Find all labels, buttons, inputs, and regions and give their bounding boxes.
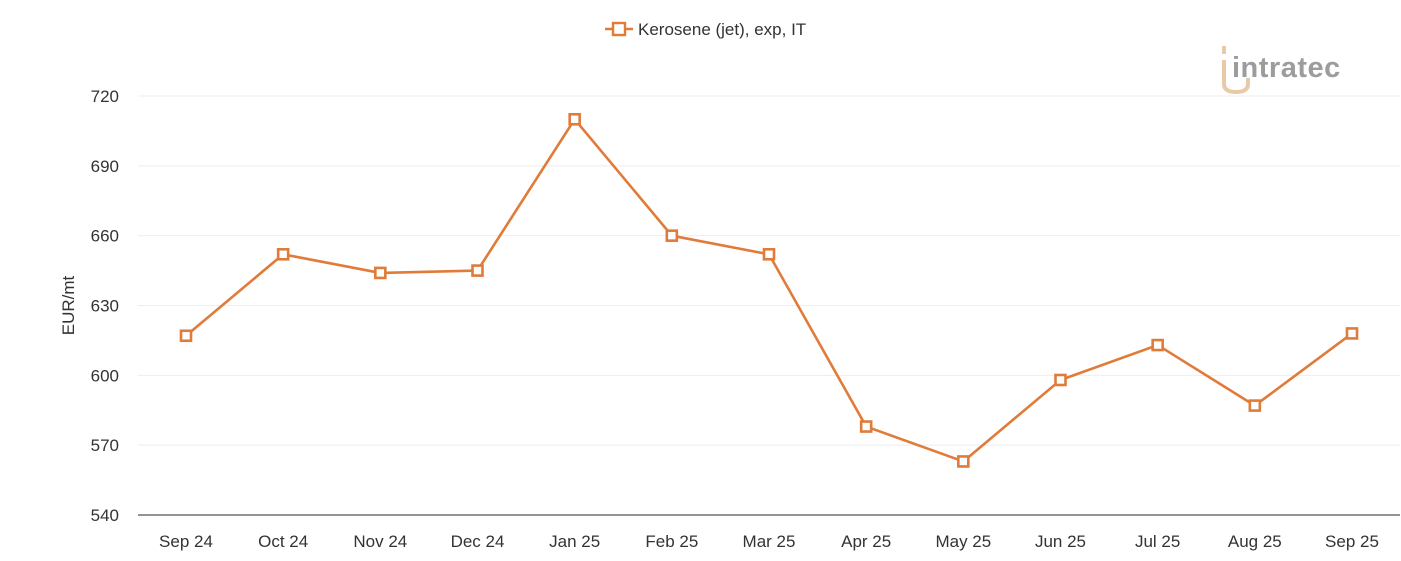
data-point-marker — [1054, 373, 1067, 387]
data-point-marker — [1248, 399, 1262, 412]
y-tick-label: 660 — [91, 227, 119, 246]
x-tick-label: Jul 25 — [1135, 532, 1180, 551]
data-point-marker — [276, 247, 290, 261]
y-tick-label: 690 — [91, 157, 119, 176]
legend: Kerosene (jet), exp, IT — [605, 20, 806, 39]
data-point-marker — [957, 455, 970, 468]
x-tick-label: Mar 25 — [743, 532, 796, 551]
y-tick-label: 570 — [91, 436, 119, 455]
logo-text: intratec — [1232, 52, 1341, 84]
data-point-marker — [374, 266, 387, 280]
data-point-marker — [859, 420, 873, 433]
x-tick-label: Feb 25 — [645, 532, 698, 551]
x-tick-label: Apr 25 — [841, 532, 891, 551]
y-axis-title: EUR/mt — [59, 275, 78, 335]
series-line — [185, 117, 1353, 463]
gridlines — [138, 95, 1400, 446]
x-tick-label: Dec 24 — [451, 532, 505, 551]
x-tick-label: Jun 25 — [1035, 532, 1086, 551]
x-tick-label: Sep 24 — [159, 532, 213, 551]
x-tick-label: May 25 — [935, 532, 991, 551]
data-point-marker — [762, 247, 776, 261]
data-point-marker — [1151, 338, 1164, 352]
intratec-logo: intratec — [1222, 46, 1341, 95]
x-tick-label: Oct 24 — [258, 532, 308, 551]
y-axis-ticks: 540 570 600 630 660 690 720 — [91, 87, 119, 525]
logo-accent-top — [1222, 46, 1226, 54]
data-point-marker — [568, 112, 581, 126]
x-tick-label: Jan 25 — [549, 532, 600, 551]
data-point-marker — [1345, 327, 1359, 340]
logo-accent-hook — [1222, 60, 1250, 95]
legend-label: Kerosene (jet), exp, IT — [638, 20, 806, 39]
x-axis-ticks: Sep 24 Oct 24 Nov 24 Dec 24 Jan 25 Feb 25 Mar … — [159, 532, 1379, 551]
x-tick-label: Nov 24 — [353, 532, 407, 551]
y-tick-label: 630 — [91, 297, 119, 316]
x-tick-label: Sep 25 — [1325, 532, 1379, 551]
y-tick-label: 600 — [91, 366, 119, 385]
legend-marker-swatch — [611, 21, 627, 37]
x-tick-label: Aug 25 — [1228, 532, 1282, 551]
data-point-marker — [471, 264, 484, 277]
y-tick-label: 720 — [91, 87, 119, 106]
data-point-marker — [179, 329, 193, 343]
data-point-marker — [665, 229, 679, 242]
y-tick-label: 540 — [91, 506, 119, 525]
series-kerosene — [179, 112, 1359, 468]
